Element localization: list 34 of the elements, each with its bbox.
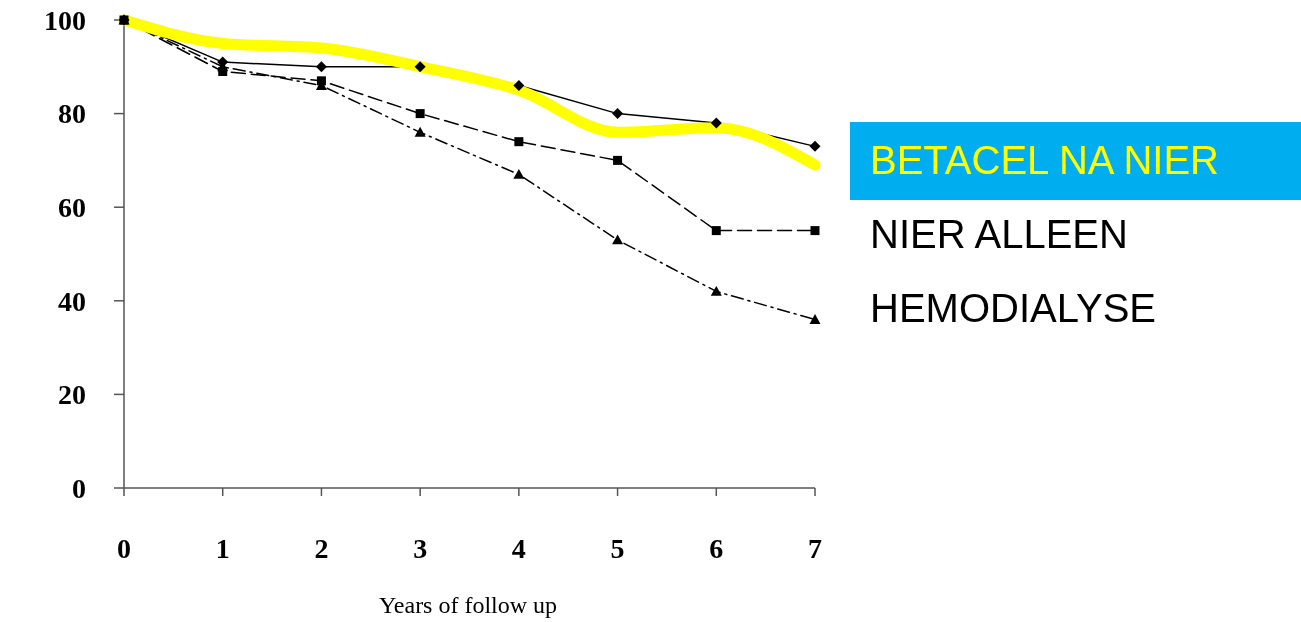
x-tick-label: 6 bbox=[709, 533, 724, 564]
y-tick-label: 0 bbox=[72, 472, 86, 504]
x-tick-label: 0 bbox=[117, 533, 131, 564]
point bbox=[710, 117, 722, 129]
point bbox=[613, 155, 623, 165]
point bbox=[315, 61, 327, 73]
x-tick-label: 3 bbox=[413, 533, 428, 564]
point bbox=[514, 137, 524, 147]
series-label: NIER ALLEEN bbox=[870, 212, 1128, 256]
x-tick-label: 7 bbox=[808, 533, 822, 564]
y-tick-label: 60 bbox=[58, 192, 86, 223]
x-tick-label: 5 bbox=[610, 533, 625, 564]
x-tick-label: 2 bbox=[314, 533, 329, 564]
point bbox=[612, 108, 624, 120]
point bbox=[513, 80, 525, 92]
point bbox=[414, 126, 426, 137]
y-tick-label: 40 bbox=[58, 285, 86, 317]
x-tick-label: 4 bbox=[511, 533, 526, 564]
point bbox=[809, 314, 821, 324]
x-axis-title: Years of follow up bbox=[378, 592, 558, 618]
point bbox=[513, 168, 525, 179]
series-label: BETACEL NA NIER bbox=[870, 138, 1219, 182]
x-tick-label: 1 bbox=[215, 533, 230, 564]
y-tick-label: 100 bbox=[44, 4, 86, 36]
point bbox=[415, 109, 425, 119]
point bbox=[710, 285, 722, 296]
point bbox=[809, 140, 821, 152]
series-label: HEMODIALYSE bbox=[870, 286, 1156, 330]
point bbox=[612, 234, 624, 245]
y-tick-label: 20 bbox=[58, 379, 86, 411]
y-tick-label: 80 bbox=[58, 98, 86, 130]
point bbox=[711, 226, 721, 236]
point bbox=[810, 226, 820, 236]
point bbox=[414, 61, 426, 73]
